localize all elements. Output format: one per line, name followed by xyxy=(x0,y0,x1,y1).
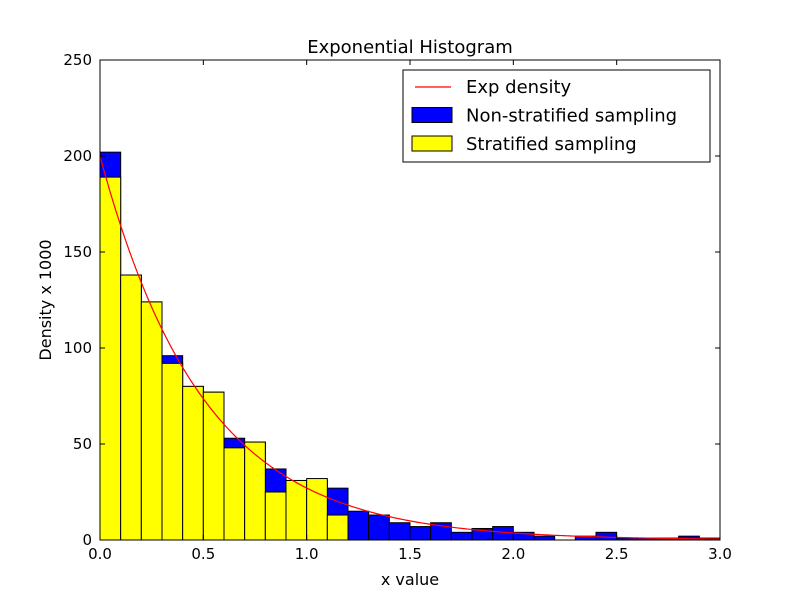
y-tick-label-3: 150 xyxy=(63,243,92,261)
legend-label-stratified-sampling: Stratified sampling xyxy=(466,134,637,155)
x-axis-label: x value xyxy=(381,570,439,589)
bar-non-stratified-sampling-15 xyxy=(409,526,432,541)
bar-stratified-sampling-2 xyxy=(140,301,163,541)
bar-stratified-sampling-0 xyxy=(99,176,122,541)
bar-stratified-sampling-10 xyxy=(306,478,328,541)
bar-non-stratified-sampling-24 xyxy=(595,531,618,541)
y-tick-label-2: 100 xyxy=(63,339,92,357)
x-tick-label-4: 2.0 xyxy=(501,545,525,563)
legend-swatch-non-stratified-sampling xyxy=(411,107,453,123)
bar-stratified-sampling-9 xyxy=(285,479,308,541)
bar-non-stratified-sampling-21 xyxy=(533,535,556,541)
bar-stratified-sampling-7 xyxy=(244,441,266,541)
y-tick-label-0: 0 xyxy=(82,531,92,549)
x-tick-label-1: 0.5 xyxy=(191,545,215,563)
bar-non-stratified-sampling-14 xyxy=(388,522,411,541)
y-ticks: 0 50 100 150 200 250 xyxy=(63,51,720,549)
y-axis-label: Density x 1000 xyxy=(36,239,55,360)
bar-stratified-sampling-8 xyxy=(264,491,287,541)
legend-swatch-stratified-sampling xyxy=(411,135,453,152)
plot-area: 0.0 0.5 1.0 1.5 2.0 2.5 3.0 0 50 100 150 200 250 xyxy=(63,51,732,563)
bar-non-stratified-sampling-13 xyxy=(368,514,390,541)
x-tick-label-5: 2.5 xyxy=(605,545,629,563)
legend-label-exp-density: Exp density xyxy=(466,77,572,98)
y-tick-label-5: 250 xyxy=(63,51,92,69)
bar-stratified-sampling-6 xyxy=(223,447,246,541)
x-tick-label-2: 1.0 xyxy=(295,545,319,563)
x-tick-label-6: 3.0 xyxy=(708,545,732,563)
bar-non-stratified-sampling-12 xyxy=(347,510,370,541)
x-tick-label-0: 0.0 xyxy=(88,545,112,563)
chart-title: Exponential Histogram xyxy=(307,37,513,58)
bar-stratified-sampling-3 xyxy=(161,362,184,541)
series-stratified-sampling xyxy=(99,176,349,541)
bar-non-stratified-sampling-17 xyxy=(450,531,473,541)
bar-stratified-sampling-5 xyxy=(202,391,225,541)
y-tick-label-1: 50 xyxy=(73,435,92,453)
legend: Exp density Non-stratified sampling Strati… xyxy=(402,69,711,163)
x-tick-label-3: 1.5 xyxy=(398,545,422,563)
legend-label-non-stratified-sampling: Non-stratified sampling xyxy=(466,106,677,127)
bar-stratified-sampling-1 xyxy=(120,274,142,541)
legend-box xyxy=(402,69,711,163)
x-ticks: 0.0 0.5 1.0 1.5 2.0 2.5 3.0 xyxy=(88,60,732,563)
y-tick-label-4: 200 xyxy=(63,147,92,165)
bar-stratified-sampling-4 xyxy=(182,385,204,541)
bar-stratified-sampling-11 xyxy=(326,514,349,541)
